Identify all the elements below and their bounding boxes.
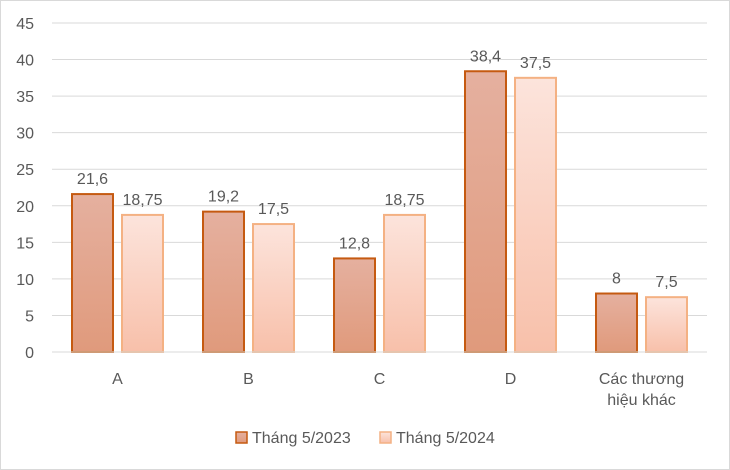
data-label: 17,5: [258, 201, 289, 218]
y-tick-label: 35: [16, 89, 34, 106]
data-label: 18,75: [384, 192, 424, 209]
bar: [121, 213, 164, 353]
data-labels: 21,6 18,75 19,2 17,5 12,8 18,75 38,4 37,5 8 7,5: [77, 48, 678, 291]
y-tick-label: 25: [16, 162, 34, 179]
legend: Tháng 5/2023 Tháng 5/2024: [235, 430, 495, 447]
y-tick-label: 10: [16, 272, 34, 289]
legend-label: Tháng 5/2023: [252, 430, 351, 447]
y-tick-label: 0: [25, 345, 34, 362]
bar: [645, 296, 688, 353]
legend-label: Tháng 5/2024: [396, 430, 495, 447]
data-label: 37,5: [520, 55, 551, 72]
category-label: A: [112, 371, 123, 388]
bar: [514, 76, 557, 353]
bars: [71, 70, 688, 354]
y-tick-label: 5: [25, 308, 34, 325]
data-label: 8: [612, 271, 621, 288]
y-tick-label: 30: [16, 126, 34, 143]
y-tick-label: 40: [16, 53, 34, 70]
bar: [383, 213, 426, 353]
legend-swatch: [235, 431, 248, 444]
category-labels: A B C D Các thương hiệu khác: [112, 371, 684, 409]
y-tick-label: 15: [16, 235, 34, 252]
data-label: 21,6: [77, 171, 108, 188]
bar: [333, 257, 376, 354]
y-axis-ticks: 0 5 10 15 20 25 30 35 40 45: [16, 16, 34, 362]
bar: [464, 70, 507, 354]
category-label: C: [374, 371, 386, 388]
data-label: 38,4: [470, 48, 501, 65]
bar: [595, 292, 638, 353]
category-label: hiệu khác: [607, 392, 676, 409]
bar: [252, 223, 295, 353]
legend-swatch: [379, 431, 392, 444]
category-label: B: [243, 371, 254, 388]
y-tick-label: 20: [16, 199, 34, 216]
category-label: D: [505, 371, 517, 388]
data-label: 7,5: [655, 274, 677, 291]
data-label: 18,75: [122, 192, 162, 209]
data-label: 19,2: [208, 189, 239, 206]
bar: [202, 210, 245, 353]
y-tick-label: 45: [16, 16, 34, 33]
category-label: Các thương: [599, 371, 684, 388]
bar: [71, 193, 114, 353]
data-label: 12,8: [339, 235, 370, 252]
